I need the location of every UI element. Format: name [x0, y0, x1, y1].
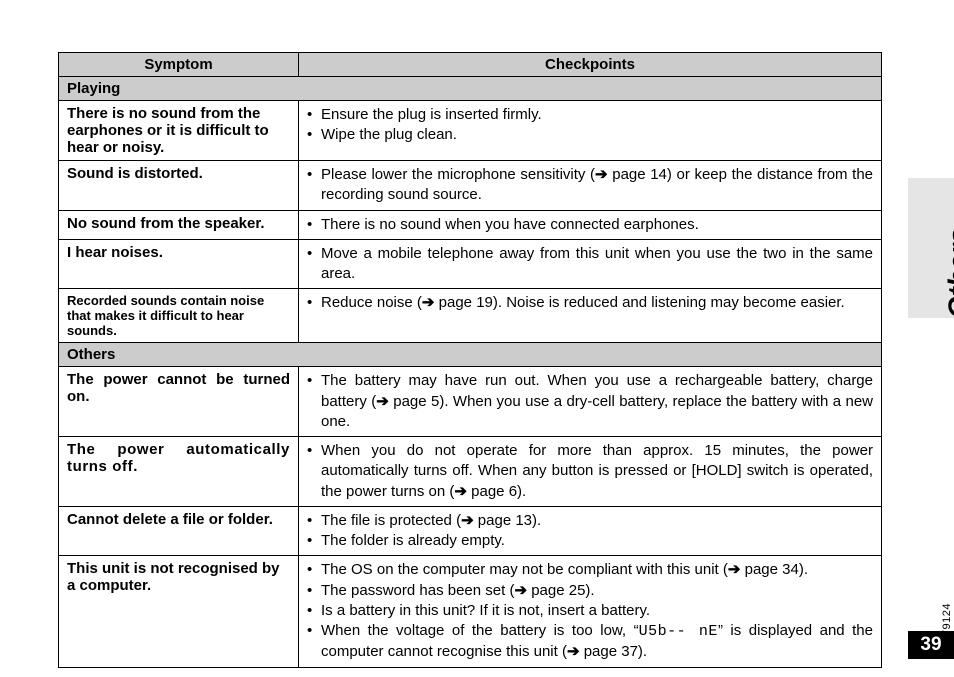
bullet-icon: •: [307, 511, 321, 531]
checkpoint-text: Please lower the microphone sensitivity …: [321, 165, 873, 206]
checkpoint-item: •When the voltage of the battery is too …: [307, 621, 873, 663]
checkpoint-text: The folder is already empty.: [321, 531, 873, 551]
checkpoint-text: When you do not operate for more than ap…: [321, 441, 873, 502]
symptom-cell: The power cannot be turned on.: [59, 367, 299, 437]
checkpoint-text: Reduce noise (➔ page 19). Noise is reduc…: [321, 293, 873, 313]
checkpoint-item: •Reduce noise (➔ page 19). Noise is redu…: [307, 293, 873, 313]
checkpoint-item: •The file is protected (➔ page 13).: [307, 511, 873, 531]
symptom-cell: I hear noises.: [59, 239, 299, 289]
troubleshooting-table: Symptom Checkpoints PlayingThere is no s…: [58, 52, 882, 668]
checkpoint-item: •The battery may have run out. When you …: [307, 371, 873, 432]
bullet-icon: •: [307, 441, 321, 502]
bullet-icon: •: [307, 531, 321, 551]
manual-page: Symptom Checkpoints PlayingThere is no s…: [0, 0, 954, 677]
checkpoints-cell: •Ensure the plug is inserted firmly.•Wip…: [299, 101, 882, 161]
checkpoints-cell: •Please lower the microphone sensitivity…: [299, 161, 882, 211]
checkpoint-text: The password has been set (➔ page 25).: [321, 581, 873, 601]
checkpoint-item: •Ensure the plug is inserted firmly.: [307, 105, 873, 125]
bullet-icon: •: [307, 244, 321, 285]
symptom-cell: The power automatically turns off.: [59, 437, 299, 507]
checkpoint-text: The file is protected (➔ page 13).: [321, 511, 873, 531]
checkpoints-cell: •There is no sound when you have connect…: [299, 210, 882, 239]
table-row: Recorded sounds contain noise that makes…: [59, 289, 882, 343]
checkpoint-item: •Move a mobile telephone away from this …: [307, 244, 873, 285]
table-row: The power cannot be turned on.•The batte…: [59, 367, 882, 437]
checkpoint-item: •There is no sound when you have connect…: [307, 215, 873, 235]
header-symptom: Symptom: [59, 53, 299, 77]
bullet-icon: •: [307, 621, 321, 663]
bullet-icon: •: [307, 125, 321, 145]
checkpoint-item: •The OS on the computer may not be compl…: [307, 560, 873, 580]
section-title: Playing: [59, 77, 882, 101]
checkpoints-cell: •The OS on the computer may not be compl…: [299, 556, 882, 667]
symptom-cell: No sound from the speaker.: [59, 210, 299, 239]
checkpoint-text: Is a battery in this unit? If it is not,…: [321, 601, 873, 621]
bullet-icon: •: [307, 601, 321, 621]
checkpoint-item: •Is a battery in this unit? If it is not…: [307, 601, 873, 621]
checkpoint-item: •The folder is already empty.: [307, 531, 873, 551]
checkpoint-text: The battery may have run out. When you u…: [321, 371, 873, 432]
table-body: PlayingThere is no sound from the earpho…: [59, 77, 882, 668]
bullet-icon: •: [307, 293, 321, 313]
table-header-row: Symptom Checkpoints: [59, 53, 882, 77]
header-checkpoints: Checkpoints: [299, 53, 882, 77]
table-row: I hear noises.•Move a mobile telephone a…: [59, 239, 882, 289]
bullet-icon: •: [307, 581, 321, 601]
bullet-icon: •: [307, 105, 321, 125]
table-section-row: Others: [59, 343, 882, 367]
checkpoint-text: The OS on the computer may not be compli…: [321, 560, 873, 580]
table-row: There is no sound from the earphones or …: [59, 101, 882, 161]
symptom-cell: Recorded sounds contain noise that makes…: [59, 289, 299, 343]
table-row: Sound is distorted.•Please lower the mic…: [59, 161, 882, 211]
bullet-icon: •: [307, 215, 321, 235]
symptom-cell: There is no sound from the earphones or …: [59, 101, 299, 161]
symptom-cell: This unit is not recognised by a compute…: [59, 556, 299, 667]
checkpoint-item: •When you do not operate for more than a…: [307, 441, 873, 502]
bullet-icon: •: [307, 165, 321, 206]
bullet-icon: •: [307, 560, 321, 580]
checkpoints-cell: •The battery may have run out. When you …: [299, 367, 882, 437]
checkpoint-text: Ensure the plug is inserted firmly.: [321, 105, 873, 125]
checkpoints-cell: •The file is protected (➔ page 13).•The …: [299, 506, 882, 556]
checkpoint-item: •The password has been set (➔ page 25).: [307, 581, 873, 601]
checkpoints-cell: •Reduce noise (➔ page 19). Noise is redu…: [299, 289, 882, 343]
bullet-icon: •: [307, 371, 321, 432]
checkpoint-text: There is no sound when you have connecte…: [321, 215, 873, 235]
table-section-row: Playing: [59, 77, 882, 101]
checkpoint-text: Wipe the plug clean.: [321, 125, 873, 145]
checkpoint-item: •Wipe the plug clean.: [307, 125, 873, 145]
table-row: The power automatically turns off.•When …: [59, 437, 882, 507]
checkpoint-item: •Please lower the microphone sensitivity…: [307, 165, 873, 206]
checkpoint-text: When the voltage of the battery is too l…: [321, 621, 873, 663]
section-title: Others: [59, 343, 882, 367]
checkpoints-cell: •When you do not operate for more than a…: [299, 437, 882, 507]
symptom-cell: Cannot delete a file or folder.: [59, 506, 299, 556]
symptom-cell: Sound is distorted.: [59, 161, 299, 211]
checkpoints-cell: •Move a mobile telephone away from this …: [299, 239, 882, 289]
page-number: 39: [908, 631, 954, 659]
table-row: Cannot delete a file or folder.•The file…: [59, 506, 882, 556]
checkpoint-text: Move a mobile telephone away from this u…: [321, 244, 873, 285]
table-row: No sound from the speaker. •There is no s…: [59, 210, 882, 239]
side-section-label: Others: [942, 228, 954, 318]
table-row: This unit is not recognised by a compute…: [59, 556, 882, 667]
